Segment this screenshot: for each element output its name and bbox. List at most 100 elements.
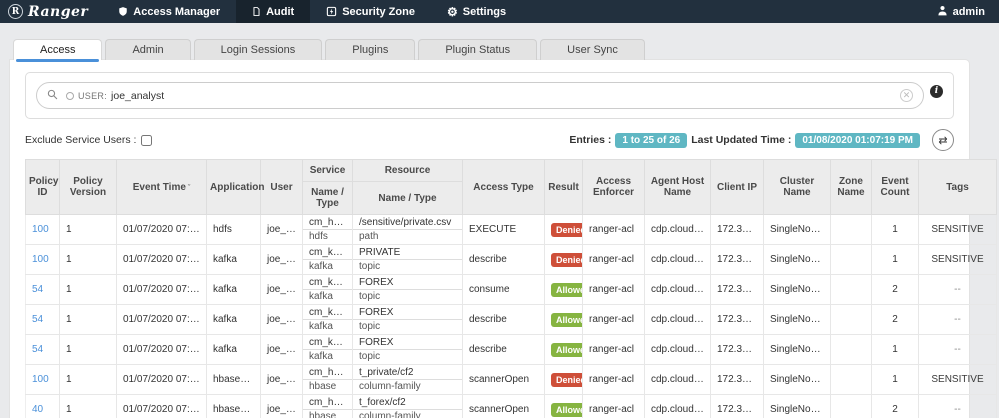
user-name: admin xyxy=(953,6,985,18)
service-type: kafka xyxy=(303,350,352,364)
col-header-application[interactable]: Application xyxy=(207,160,261,215)
resource-name: t_private/cf2 xyxy=(353,365,462,380)
policy-id-link[interactable]: 40 xyxy=(32,404,43,415)
tab-login-sessions[interactable]: Login Sessions xyxy=(194,39,323,60)
col-header-event-count[interactable]: Event Count xyxy=(872,160,919,215)
cell-policy-version: 1 xyxy=(60,335,117,365)
service-type: kafka xyxy=(303,260,352,274)
cell-zone-name xyxy=(831,335,872,365)
cell-cluster-name: SingleNodeCluster xyxy=(764,395,831,418)
resource-type: column-family xyxy=(353,410,462,418)
tab-plugins[interactable]: Plugins xyxy=(325,39,415,60)
last-updated-badge: 01/08/2020 01:07:19 PM xyxy=(795,133,920,148)
nav-item-audit[interactable]: Audit xyxy=(236,0,310,23)
nav-item-security-zone[interactable]: Security Zone xyxy=(310,0,431,23)
tab-access[interactable]: Access xyxy=(13,39,102,60)
tab-admin[interactable]: Admin xyxy=(105,39,190,60)
col-header-agent-host-name[interactable]: Agent Host Name xyxy=(645,160,711,215)
nav-item-label: Audit xyxy=(266,6,294,18)
policy-id-link[interactable]: 54 xyxy=(32,284,43,295)
col-header-zone-name[interactable]: Zone Name xyxy=(831,160,872,215)
resource-type: topic xyxy=(353,350,462,364)
cell-service: cm_kafkakafka xyxy=(303,245,353,275)
exclude-service-users-checkbox[interactable] xyxy=(141,135,152,146)
cell-client-ip: 172.31.1.131 xyxy=(711,215,764,245)
cell-policy-id: 54 xyxy=(26,335,60,365)
service-type: kafka xyxy=(303,320,352,334)
col-header-policy-id[interactable]: Policy ID xyxy=(26,160,60,215)
ranger-logo[interactable]: R Ranger xyxy=(0,0,102,23)
cell-application: hdfs xyxy=(207,215,261,245)
cell-zone-name xyxy=(831,365,872,395)
table-row: 54101/07/2020 07:15:08 PMkafkajoe_analys… xyxy=(26,305,997,335)
search-input[interactable]: USER: joe_analyst ✕ xyxy=(36,82,924,109)
col-header-policy-version[interactable]: Policy Version xyxy=(60,160,117,215)
policy-id-link[interactable]: 100 xyxy=(32,254,49,265)
table-row: 54101/07/2020 07:15:05 PMkafkajoe_analys… xyxy=(26,335,997,365)
ranger-logo-icon: R xyxy=(8,4,23,19)
cell-access-enforcer: ranger-acl xyxy=(583,245,645,275)
cell-cluster-name: SingleNodeCluster xyxy=(764,335,831,365)
top-navbar: R Ranger Access Manager Audit Security Zon… xyxy=(0,0,999,23)
col-header-tags[interactable]: Tags xyxy=(919,160,997,215)
col-header-event-time[interactable]: Event Timeˇ xyxy=(117,160,207,215)
col-header-resource[interactable]: Resource xyxy=(353,160,463,182)
service-name: cm_hdfs xyxy=(303,215,352,230)
nav-item-access-manager[interactable]: Access Manager xyxy=(102,0,236,23)
cell-cluster-name: SingleNodeCluster xyxy=(764,365,831,395)
service-type: hbase xyxy=(303,380,352,394)
policy-id-link[interactable]: 100 xyxy=(32,374,49,385)
cell-policy-version: 1 xyxy=(60,245,117,275)
search-info-icon[interactable]: i xyxy=(930,85,943,98)
cell-cluster-name: SingleNodeCluster xyxy=(764,275,831,305)
cell-client-ip: 172.31.1.131 xyxy=(711,275,764,305)
cell-cluster-name: SingleNodeCluster xyxy=(764,305,831,335)
cell-zone-name xyxy=(831,305,872,335)
user-icon xyxy=(937,5,948,19)
cell-event-count: 1 xyxy=(872,215,919,245)
policy-id-link[interactable]: 54 xyxy=(32,344,43,355)
cell-service: cm_kafkakafka xyxy=(303,275,353,305)
cell-resource: FOREXtopic xyxy=(353,335,463,365)
tab-plugin-status[interactable]: Plugin Status xyxy=(418,39,537,60)
cell-agent-host-name: cdp.cloudera.com xyxy=(645,335,711,365)
result-badge: Denied xyxy=(551,253,583,267)
nav-item-settings[interactable]: ⚙Settings xyxy=(431,0,522,23)
col-header-client-ip[interactable]: Client IP xyxy=(711,160,764,215)
refresh-button[interactable]: ⇄ xyxy=(932,129,954,151)
cell-result: Allowed xyxy=(545,275,583,305)
cell-event-count: 1 xyxy=(872,335,919,365)
clear-search-icon[interactable]: ✕ xyxy=(900,89,913,102)
cell-client-ip: 172.31.1.131 xyxy=(711,245,764,275)
col-header-cluster-name[interactable]: Cluster Name xyxy=(764,160,831,215)
col-header-access-type[interactable]: Access Type xyxy=(463,160,545,215)
cell-access-enforcer: ranger-acl xyxy=(583,335,645,365)
cell-access-type: describe xyxy=(463,245,545,275)
col-header-access-enforcer[interactable]: Access Enforcer xyxy=(583,160,645,215)
cell-tags: -- xyxy=(919,335,997,365)
col-header-user[interactable]: User xyxy=(261,160,303,215)
tab-user-sync[interactable]: User Sync xyxy=(540,39,645,60)
table-row: 100101/07/2020 07:14:25 PMhbaseRegionalj… xyxy=(26,365,997,395)
nav-item-label: Security Zone xyxy=(342,6,415,18)
content-card: USER: joe_analyst ✕ i Exclude Service Us… xyxy=(10,60,969,418)
cell-policy-version: 1 xyxy=(60,395,117,418)
policy-id-link[interactable]: 100 xyxy=(32,224,49,235)
cell-agent-host-name: cdp.cloudera.com xyxy=(645,245,711,275)
col-header-result[interactable]: Result xyxy=(545,160,583,215)
cell-cluster-name: SingleNodeCluster xyxy=(764,245,831,275)
chip-category-icon xyxy=(66,92,74,100)
cell-application: kafka xyxy=(207,305,261,335)
filter-chip-user[interactable]: USER: joe_analyst xyxy=(66,90,164,102)
access-audit-table: Policy IDPolicy VersionEvent TimeˇApplic… xyxy=(25,159,997,418)
cell-policy-version: 1 xyxy=(60,305,117,335)
user-menu[interactable]: admin xyxy=(923,0,999,23)
cell-event-time: 01/07/2020 07:15:21 PM xyxy=(117,215,207,245)
col-header-service[interactable]: Service xyxy=(303,160,353,182)
col-subheader-resource: Name / Type xyxy=(353,182,463,215)
cell-access-type: EXECUTE xyxy=(463,215,545,245)
table-row: 40101/07/2020 07:14:15 PMhbaseRegionaljo… xyxy=(26,395,997,418)
cell-event-time: 01/07/2020 07:14:15 PM xyxy=(117,395,207,418)
policy-id-link[interactable]: 54 xyxy=(32,314,43,325)
cell-policy-id: 54 xyxy=(26,305,60,335)
